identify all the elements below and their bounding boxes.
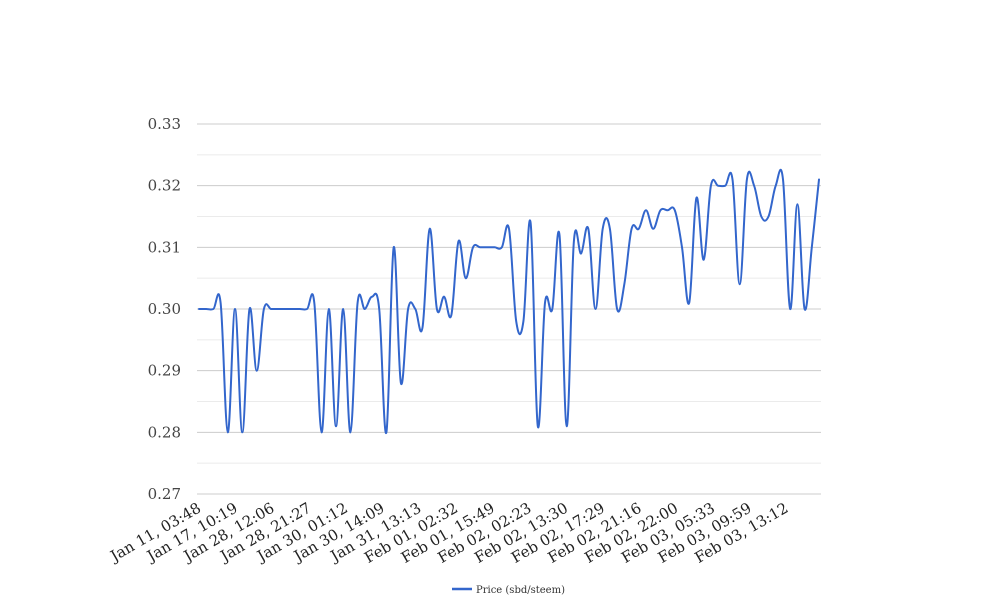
y-tick-label: 0.29 (148, 362, 181, 380)
y-axis: 0.27 0.28 0.29 0.30 0.31 0.32 0.33 (148, 115, 181, 503)
y-tick-label: 0.32 (148, 177, 181, 195)
legend: Price (sbd/steem) (452, 585, 565, 596)
y-tick-label: 0.33 (148, 115, 181, 133)
series-layer (198, 168, 820, 434)
y-tick-label: 0.27 (148, 485, 181, 503)
legend-label-price: Price (sbd/steem) (476, 585, 565, 596)
series-line-price (198, 168, 820, 434)
y-tick-label: 0.30 (148, 300, 181, 318)
gridlines (197, 123, 821, 495)
y-tick-label: 0.31 (148, 238, 181, 256)
y-tick-label: 0.28 (148, 423, 181, 441)
